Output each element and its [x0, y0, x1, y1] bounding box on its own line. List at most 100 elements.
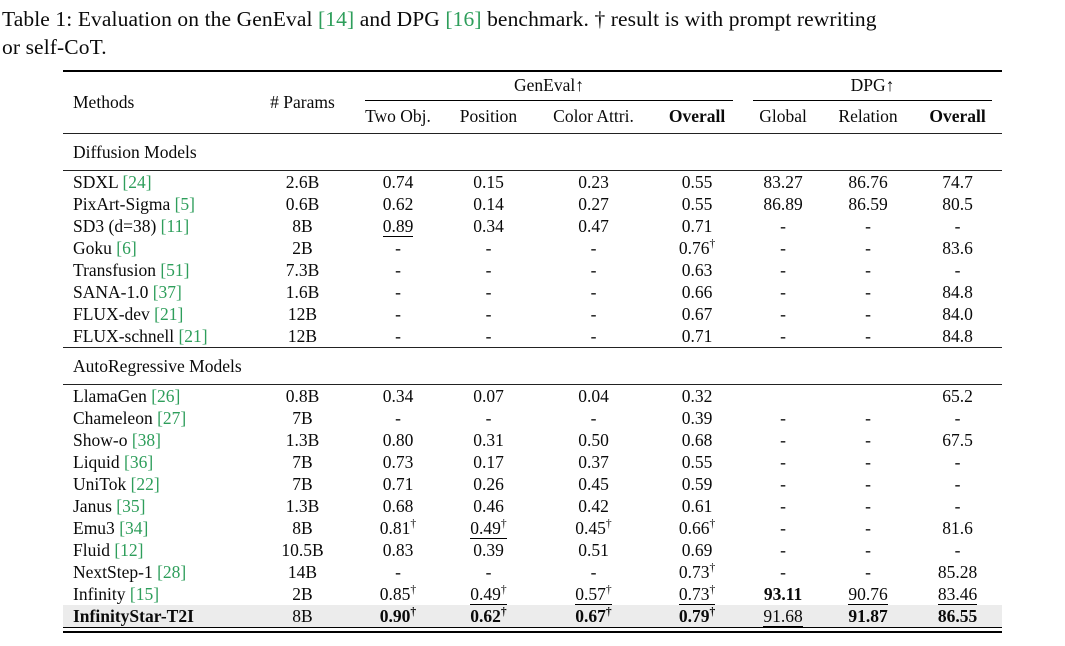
metric-cell: [823, 385, 913, 408]
cell-number: 0.73: [678, 562, 710, 582]
method-cell: Janus [35]: [63, 495, 250, 517]
caption-text: and DPG: [354, 7, 446, 31]
cell-value: -: [485, 326, 492, 346]
cell-value: 0.73†: [679, 562, 715, 582]
cell-value: -: [780, 430, 786, 450]
params-value: 7B: [292, 408, 313, 428]
cell-value: -: [590, 326, 597, 346]
metric-cell: -: [823, 451, 913, 473]
metric-cell: 0.45: [536, 473, 651, 495]
cell-value: 0.68: [382, 496, 414, 516]
dagger-mark: †: [709, 518, 716, 531]
metric-cell: -: [536, 407, 651, 429]
method-name: Chameleon: [73, 408, 153, 428]
cell-value: 83.46: [937, 584, 978, 605]
cell-value: -: [865, 474, 871, 494]
metric-cell: 83.6: [913, 237, 1002, 259]
metric-cell: -: [441, 407, 536, 429]
cell-value: -: [954, 260, 961, 280]
metric-cell: -: [743, 215, 823, 237]
metric-cell: 86.76: [823, 171, 913, 194]
metric-cell: -: [743, 517, 823, 539]
cell-value: -: [590, 282, 597, 302]
metric-cell: 0.55: [651, 193, 743, 215]
group-header-geneval: GenEval↑: [355, 71, 743, 101]
params-cell: 1.3B: [250, 495, 355, 517]
cell-value: 0.62: [382, 194, 414, 214]
metric-cell: 0.57†: [536, 583, 651, 605]
cell-value: -: [954, 452, 961, 472]
params-cell: 7B: [250, 407, 355, 429]
method-cell: PixArt-Sigma [5]: [63, 193, 250, 215]
table-row: Goku [6] 2B - - - 0.76† - - 83.6: [63, 237, 1002, 259]
section-header-row: AutoRegressive Models: [63, 347, 1003, 385]
metric-cell: 0.73†: [651, 561, 743, 583]
cell-value: 0.62†: [470, 606, 506, 626]
cell-value: -: [395, 260, 401, 280]
metric-cell: -: [355, 281, 441, 303]
table-row: SD3 (d=38) [11] 8B 0.89 0.34 0.47 0.71 - - -: [63, 215, 1002, 237]
metric-cell: 83.46: [913, 583, 1002, 605]
cell-value: 0.79†: [679, 606, 715, 626]
cell-value: 0.73†: [678, 584, 716, 605]
metric-cell: 0.67: [651, 303, 743, 325]
cell-value: 0.59: [681, 474, 713, 494]
dagger-mark: †: [605, 606, 612, 619]
cell-value: 0.66: [681, 282, 713, 302]
method-name: Goku: [73, 238, 112, 258]
table-row: Chameleon [27] 7B - - - 0.39 - - -: [63, 407, 1002, 429]
cell-value: -: [865, 238, 871, 258]
metric-cell: 84.0: [913, 303, 1002, 325]
cell-value: -: [865, 260, 871, 280]
cell-value: -: [485, 304, 492, 324]
cell-number: 93.11: [763, 584, 803, 604]
metric-cell: 0.50: [536, 429, 651, 451]
cell-value: 86.89: [763, 194, 803, 214]
cell-value: -: [395, 282, 401, 302]
params-cell: 8B: [250, 605, 355, 627]
cell-value: -: [954, 496, 961, 516]
cell-value: -: [780, 238, 786, 258]
citation-ref: [28]: [157, 562, 187, 582]
metric-cell: 0.32: [651, 385, 743, 408]
citation-ref: [37]: [152, 282, 182, 302]
metric-cell: 0.55: [651, 171, 743, 194]
cell-number: 0.76: [678, 238, 710, 258]
metric-cell: -: [441, 561, 536, 583]
metric-cell: -: [823, 539, 913, 561]
metric-cell: 0.34: [441, 215, 536, 237]
metric-cell: -: [536, 237, 651, 259]
cell-value: -: [780, 260, 786, 280]
cell-value: 0.15: [473, 172, 504, 192]
column-header-overall: Overall: [668, 106, 726, 126]
metric-cell: 0.45†: [536, 517, 651, 539]
cell-value: -: [865, 216, 871, 236]
metric-cell: -: [823, 473, 913, 495]
cell-value: 81.6: [942, 518, 973, 538]
cell-value: 0.45†: [575, 518, 611, 538]
method-cell: SDXL [24]: [63, 171, 250, 194]
cell-number: 90.76: [848, 584, 888, 604]
params-cell: 7B: [250, 473, 355, 495]
method-name: Transfusion: [73, 260, 156, 280]
cell-value: -: [865, 304, 871, 324]
cell-value: -: [485, 408, 492, 428]
params-value: 10.5B: [281, 540, 324, 560]
metric-cell: 0.23: [536, 171, 651, 194]
cell-value: -: [780, 518, 786, 538]
dagger-mark: †: [709, 238, 716, 251]
metric-cell: -: [355, 407, 441, 429]
metric-cell: 0.83: [355, 539, 441, 561]
method-cell: LlamaGen [26]: [63, 385, 250, 408]
citation-ref: [34]: [119, 518, 149, 538]
cell-value: 67.5: [942, 430, 973, 450]
cell-number: 0.73: [678, 584, 710, 604]
cell-value: 91.87: [848, 606, 887, 626]
params-cell: 10.5B: [250, 539, 355, 561]
column-label-row: Two Obj. Position Color Attri. Overall Globa…: [63, 101, 1002, 134]
metric-cell: -: [823, 561, 913, 583]
cell-number: 83.46: [937, 584, 978, 604]
metric-cell: 0.17: [441, 451, 536, 473]
cell-value: 0.49†: [470, 584, 507, 605]
method-cell: Goku [6]: [63, 237, 250, 259]
